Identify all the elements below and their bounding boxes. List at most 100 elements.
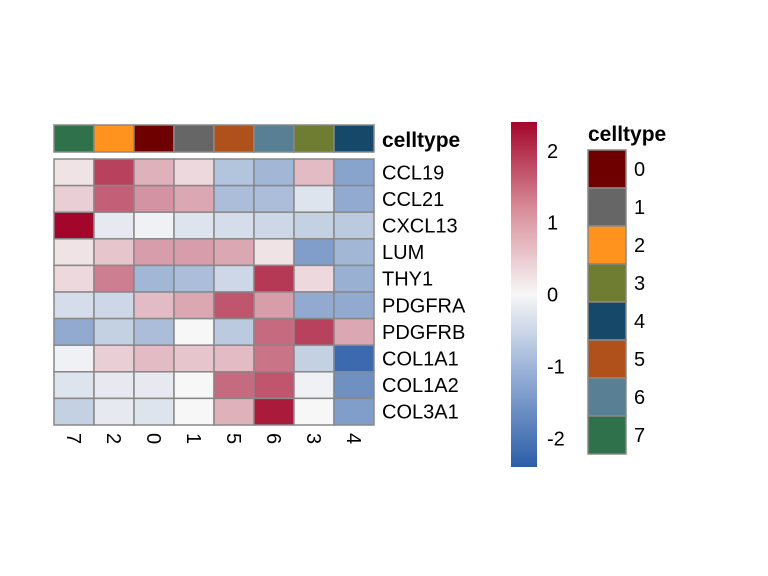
heatmap-cell — [93, 344, 135, 373]
column-label: 4 — [342, 433, 364, 444]
color-scale-tick-label: 2 — [547, 141, 558, 163]
heatmap-cell — [213, 184, 255, 213]
heatmap-cell — [333, 211, 375, 240]
heatmap-cell — [173, 184, 215, 213]
heatmap-cell — [93, 158, 135, 187]
row-label: CCL21 — [382, 189, 444, 211]
color-scale-tick-label: -1 — [547, 356, 565, 378]
heatmap-cell — [253, 211, 295, 240]
heatmap-cell — [173, 158, 215, 187]
legend-label: 2 — [634, 235, 645, 257]
color-scale-ticks: 2 1 0 -1 -2 — [547, 141, 565, 451]
heatmap-cell — [213, 317, 255, 346]
heatmap-cell — [253, 397, 295, 426]
heatmap-cell — [253, 291, 295, 320]
heatmap-cell — [173, 264, 215, 293]
annotation-cell-4 — [333, 124, 375, 153]
color-scale-tick-label: 1 — [547, 213, 558, 235]
heatmap-cell — [293, 317, 335, 346]
heatmap-cell — [293, 371, 335, 400]
heatmap-cell — [333, 344, 375, 373]
heatmap-cell — [213, 371, 255, 400]
heatmap-cell — [293, 158, 335, 187]
heatmap-cell — [333, 184, 375, 213]
heatmap-cell — [293, 291, 335, 320]
legend-swatch-5 — [587, 339, 627, 379]
annotation-cell-5 — [213, 124, 255, 153]
column-label: 1 — [182, 433, 204, 444]
heatmap-cell — [253, 158, 295, 187]
column-label: 7 — [62, 433, 84, 444]
row-label: CXCL13 — [382, 216, 458, 238]
column-label: 6 — [262, 433, 284, 444]
heatmap-cell — [293, 344, 335, 373]
row-label: THY1 — [382, 269, 433, 291]
heatmap-cell — [173, 371, 215, 400]
column-label: 2 — [102, 433, 124, 444]
annotation-cell-0 — [133, 124, 175, 153]
heatmap-cell — [173, 238, 215, 267]
heatmap-cell — [173, 211, 215, 240]
heatmap-cell — [333, 238, 375, 267]
heatmap-cell — [93, 371, 135, 400]
heatmap-cell — [53, 238, 95, 267]
heatmap-cell — [173, 344, 215, 373]
heatmap-cell — [253, 238, 295, 267]
heatmap-cell — [293, 264, 335, 293]
row-label: PDGFRA — [382, 295, 466, 317]
heatmap-cell — [53, 344, 95, 373]
heatmap-cell — [133, 184, 175, 213]
heatmap-cell — [53, 291, 95, 320]
legend-swatch-1 — [587, 187, 627, 227]
heatmap-cell — [93, 317, 135, 346]
legend-label: 4 — [634, 311, 645, 333]
heatmap-cell — [53, 371, 95, 400]
celltype-annotation-bar — [53, 124, 375, 153]
color-scale-tick-label: -2 — [547, 428, 565, 450]
heatmap-cell — [333, 264, 375, 293]
heatmap-cell — [293, 238, 335, 267]
heatmap-cell — [133, 317, 175, 346]
legend-label: 0 — [634, 159, 645, 181]
row-label: COL3A1 — [382, 402, 459, 424]
color-scale-bar — [511, 122, 537, 467]
column-label: 5 — [222, 433, 244, 444]
annotation-cell-7 — [53, 124, 95, 153]
heatmap-cell — [133, 264, 175, 293]
heatmap-cell — [53, 397, 95, 426]
heatmap-cell — [173, 291, 215, 320]
heatmap-cell — [213, 291, 255, 320]
heatmap-cell — [253, 371, 295, 400]
legend-label: 7 — [634, 425, 645, 447]
legend-title: celltype — [588, 123, 666, 146]
annotation-cell-6 — [253, 124, 295, 153]
heatmap-cell — [93, 291, 135, 320]
row-labels: CCL19 CCL21 CXCL13 LUM THY1 PDGFRA PDGFRB COL1A… — [382, 162, 466, 423]
row-label: COL1A2 — [382, 375, 459, 397]
heatmap-cell — [93, 238, 135, 267]
heatmap-cell — [53, 158, 95, 187]
heatmap-cell — [93, 264, 135, 293]
heatmap-cells — [53, 158, 375, 426]
heatmap-cell — [93, 211, 135, 240]
legend-label: 1 — [634, 197, 645, 219]
annotation-bar-title: celltype — [382, 129, 460, 152]
legend-swatch-2 — [587, 225, 627, 265]
legend-label: 6 — [634, 387, 645, 409]
heatmap-cell — [213, 264, 255, 293]
annotation-cell-2 — [93, 124, 135, 153]
heatmap-cell — [293, 397, 335, 426]
heatmap-cell — [213, 238, 255, 267]
heatmap-cell — [93, 184, 135, 213]
heatmap-cell — [133, 344, 175, 373]
column-label: 0 — [142, 433, 164, 444]
heatmap-cell — [253, 184, 295, 213]
heatmap-cell — [213, 211, 255, 240]
column-label: 3 — [302, 433, 324, 444]
heatmap-cell — [53, 317, 95, 346]
heatmap-cell — [333, 158, 375, 187]
legend-swatch-4 — [587, 301, 627, 341]
heatmap-cell — [133, 371, 175, 400]
heatmap-cell — [53, 211, 95, 240]
